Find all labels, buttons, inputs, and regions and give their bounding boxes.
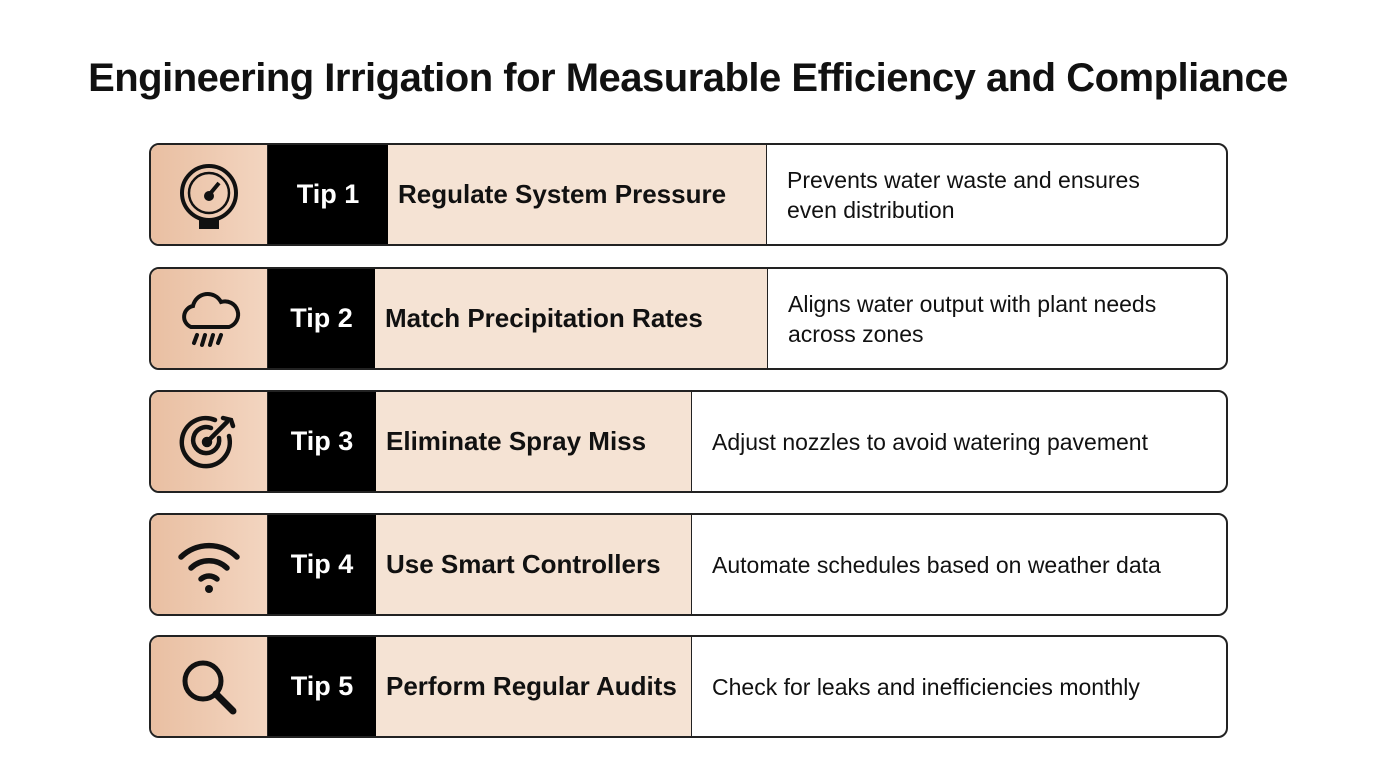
tip-description: Prevents water waste and ensures even di… [787,166,1140,223]
tip-label: Tip 4 [268,515,376,614]
tip-label: Tip 5 [268,637,376,736]
magnifier-icon [182,660,237,714]
icon-cell [151,637,268,736]
icon-cell [151,392,268,491]
tip-heading: Eliminate Spray Miss [376,392,692,491]
tip-heading: Perform Regular Audits [376,637,692,736]
tip-description: Automate schedules based on weather data [712,551,1161,578]
tip-heading: Regulate System Pressure [388,145,767,244]
icon-cell [151,515,268,614]
tip-row: Tip 4 Use Smart Controllers Automate sch… [149,513,1228,616]
tip-row: Tip 1 Regulate System Pressure Prevents … [149,143,1228,246]
icon-cell [151,145,268,244]
icon-cell [151,269,268,368]
tip-row: Tip 3 Eliminate Spray Miss Adjust nozzle… [149,390,1228,493]
tip-description: Check for leaks and inefficiencies month… [712,673,1140,700]
tip-label: Tip 1 [268,145,388,244]
tip-heading: Match Precipitation Rates [375,269,768,368]
target-icon [179,415,236,468]
rain-icon [182,291,241,347]
tip-label: Tip 2 [268,269,375,368]
tip-row: Tip 5 Perform Regular Audits Check for l… [149,635,1228,738]
tip-description: Adjust nozzles to avoid watering pavemen… [712,428,1148,455]
title: Engineering Irrigation for Measurable Ef… [88,56,1288,100]
tip-row: Tip 2 Match Precipitation Rates Aligns w… [149,267,1228,370]
wifi-icon [178,542,240,593]
tip-label: Tip 3 [268,392,376,491]
tip-description: Aligns water output with plant needs acr… [788,290,1157,347]
tip-heading: Use Smart Controllers [376,515,692,614]
gauge-icon [180,163,238,229]
